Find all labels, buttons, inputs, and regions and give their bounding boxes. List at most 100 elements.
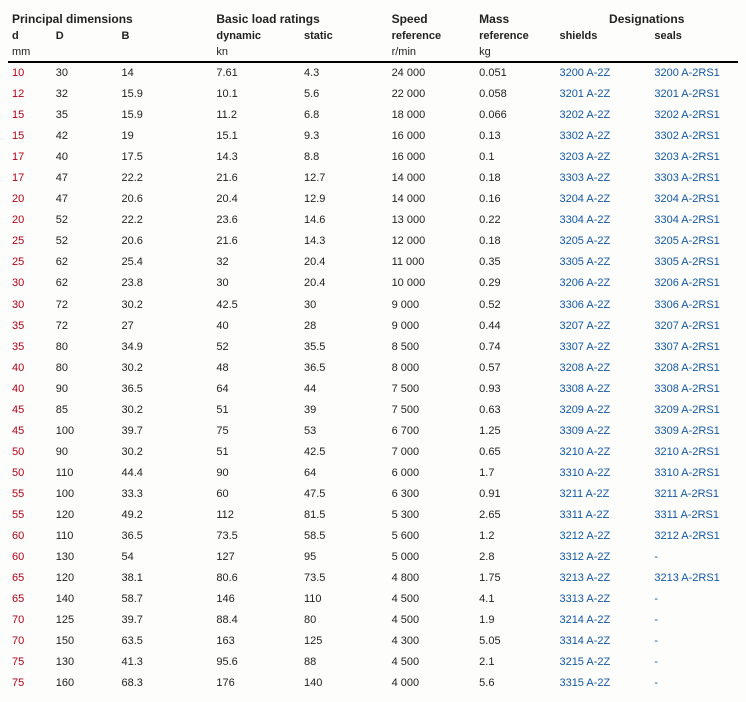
cell-d: 75 [8,652,52,673]
cell-seals[interactable]: 3208 A-2RS1 [650,358,738,379]
cell-seals[interactable]: 3310 A-2RS1 [650,463,738,484]
cell-seals[interactable]: 3305 A-2RS1 [650,252,738,273]
table-row: 5512049.211281.55 3002.653311 A-2Z3311 A… [8,505,738,526]
cell-shields[interactable]: 3200 A-2Z [555,62,650,84]
cell-shields[interactable]: 3306 A-2Z [555,295,650,316]
cell-shields[interactable]: 3303 A-2Z [555,168,650,189]
cell-seals[interactable]: 3211 A-2RS1 [650,484,738,505]
cell-shields[interactable]: 3311 A-2Z [555,505,650,526]
cell-dynamic: 30 [212,273,300,294]
cell-seals[interactable]: 3311 A-2RS1 [650,505,738,526]
table-row: 6514058.71461104 5004.13313 A-2Z- [8,589,738,610]
cell-mass: 5.6 [475,673,555,694]
cell-seals[interactable]: 3204 A-2RS1 [650,189,738,210]
cell-seals[interactable]: 3302 A-2RS1 [650,126,738,147]
table-row: 7516068.31761404 0005.63315 A-2Z- [8,673,738,694]
col-B: B [117,28,212,44]
cell-shields[interactable]: 3201 A-2Z [555,84,650,105]
cell-shields[interactable]: 3203 A-2Z [555,147,650,168]
cell-seals[interactable]: 3205 A-2RS1 [650,231,738,252]
cell-mass: 0.63 [475,400,555,421]
cell-shields[interactable]: 3309 A-2Z [555,421,650,442]
table-row: 307230.242.5309 0000.523306 A-2Z3306 A-2… [8,295,738,316]
cell-seals[interactable]: 3309 A-2RS1 [650,421,738,442]
cell-d: 50 [8,463,52,484]
cell-seals[interactable]: 3207 A-2RS1 [650,316,738,337]
cell-B: 23.8 [117,273,212,294]
cell-shields[interactable]: 3214 A-2Z [555,610,650,631]
cell-static: 35.5 [300,337,388,358]
cell-seals[interactable]: 3201 A-2RS1 [650,84,738,105]
cell-dynamic: 11.2 [212,105,300,126]
cell-shields[interactable]: 3207 A-2Z [555,316,650,337]
cell-seals[interactable]: 3202 A-2RS1 [650,105,738,126]
cell-static: 8.8 [300,147,388,168]
cell-seals[interactable]: 3307 A-2RS1 [650,337,738,358]
cell-shields[interactable]: 3213 A-2Z [555,568,650,589]
cell-dynamic: 48 [212,358,300,379]
cell-speed: 5 600 [388,526,476,547]
cell-D: 120 [52,505,118,526]
cell-speed: 9 000 [388,295,476,316]
cell-dynamic: 21.6 [212,231,300,252]
cell-speed: 4 500 [388,652,476,673]
cell-mass: 1.75 [475,568,555,589]
col-d: d [8,28,52,44]
cell-D: 52 [52,231,118,252]
cell-mass: 4.1 [475,589,555,610]
cell-shields[interactable]: 3305 A-2Z [555,252,650,273]
cell-shields[interactable]: 3312 A-2Z [555,547,650,568]
cell-D: 90 [52,379,118,400]
cell-shields[interactable]: 3308 A-2Z [555,379,650,400]
cell-shields[interactable]: 3209 A-2Z [555,400,650,421]
cell-mass: 0.29 [475,273,555,294]
cell-static: 36.5 [300,358,388,379]
cell-seals[interactable]: 3200 A-2RS1 [650,62,738,84]
cell-shields[interactable]: 3202 A-2Z [555,105,650,126]
cell-shields[interactable]: 3307 A-2Z [555,337,650,358]
cell-shields[interactable]: 3302 A-2Z [555,126,650,147]
cell-shields[interactable]: 3314 A-2Z [555,631,650,652]
cell-shields[interactable]: 3313 A-2Z [555,589,650,610]
cell-speed: 8 500 [388,337,476,358]
cell-D: 72 [52,295,118,316]
cell-seals[interactable]: 3206 A-2RS1 [650,273,738,294]
cell-seals[interactable]: 3210 A-2RS1 [650,442,738,463]
cell-dynamic: 64 [212,379,300,400]
cell-seals[interactable]: 3303 A-2RS1 [650,168,738,189]
cell-seals[interactable]: 3306 A-2RS1 [650,295,738,316]
cell-seals[interactable]: 3308 A-2RS1 [650,379,738,400]
cell-shields[interactable]: 3211 A-2Z [555,484,650,505]
cell-speed: 13 000 [388,210,476,231]
cell-seals[interactable]: 3209 A-2RS1 [650,400,738,421]
cell-shields[interactable]: 3205 A-2Z [555,231,650,252]
cell-dynamic: 15.1 [212,126,300,147]
cell-shields[interactable]: 3210 A-2Z [555,442,650,463]
cell-mass: 2.65 [475,505,555,526]
table-row: 409036.564447 5000.933308 A-2Z3308 A-2RS… [8,379,738,400]
cell-mass: 0.35 [475,252,555,273]
table-row: 15421915.19.316 0000.133302 A-2Z3302 A-2… [8,126,738,147]
cell-shields[interactable]: 3206 A-2Z [555,273,650,294]
cell-seals[interactable]: 3304 A-2RS1 [650,210,738,231]
cell-d: 50 [8,442,52,463]
header-designations: Designations [555,8,738,28]
cell-shields[interactable]: 3204 A-2Z [555,189,650,210]
cell-seals[interactable]: 3212 A-2RS1 [650,526,738,547]
cell-seals[interactable]: 3203 A-2RS1 [650,147,738,168]
cell-speed: 18 000 [388,105,476,126]
cell-static: 12.9 [300,189,388,210]
cell-dynamic: 176 [212,673,300,694]
cell-B: 58.7 [117,589,212,610]
cell-shields[interactable]: 3212 A-2Z [555,526,650,547]
col-speed-ref: reference [388,28,476,44]
cell-seals: - [650,652,738,673]
cell-shields[interactable]: 3208 A-2Z [555,358,650,379]
cell-shields[interactable]: 3304 A-2Z [555,210,650,231]
cell-d: 17 [8,168,52,189]
cell-seals[interactable]: 3213 A-2RS1 [650,568,738,589]
cell-static: 73.5 [300,568,388,589]
cell-shields[interactable]: 3315 A-2Z [555,673,650,694]
cell-shields[interactable]: 3215 A-2Z [555,652,650,673]
cell-shields[interactable]: 3310 A-2Z [555,463,650,484]
